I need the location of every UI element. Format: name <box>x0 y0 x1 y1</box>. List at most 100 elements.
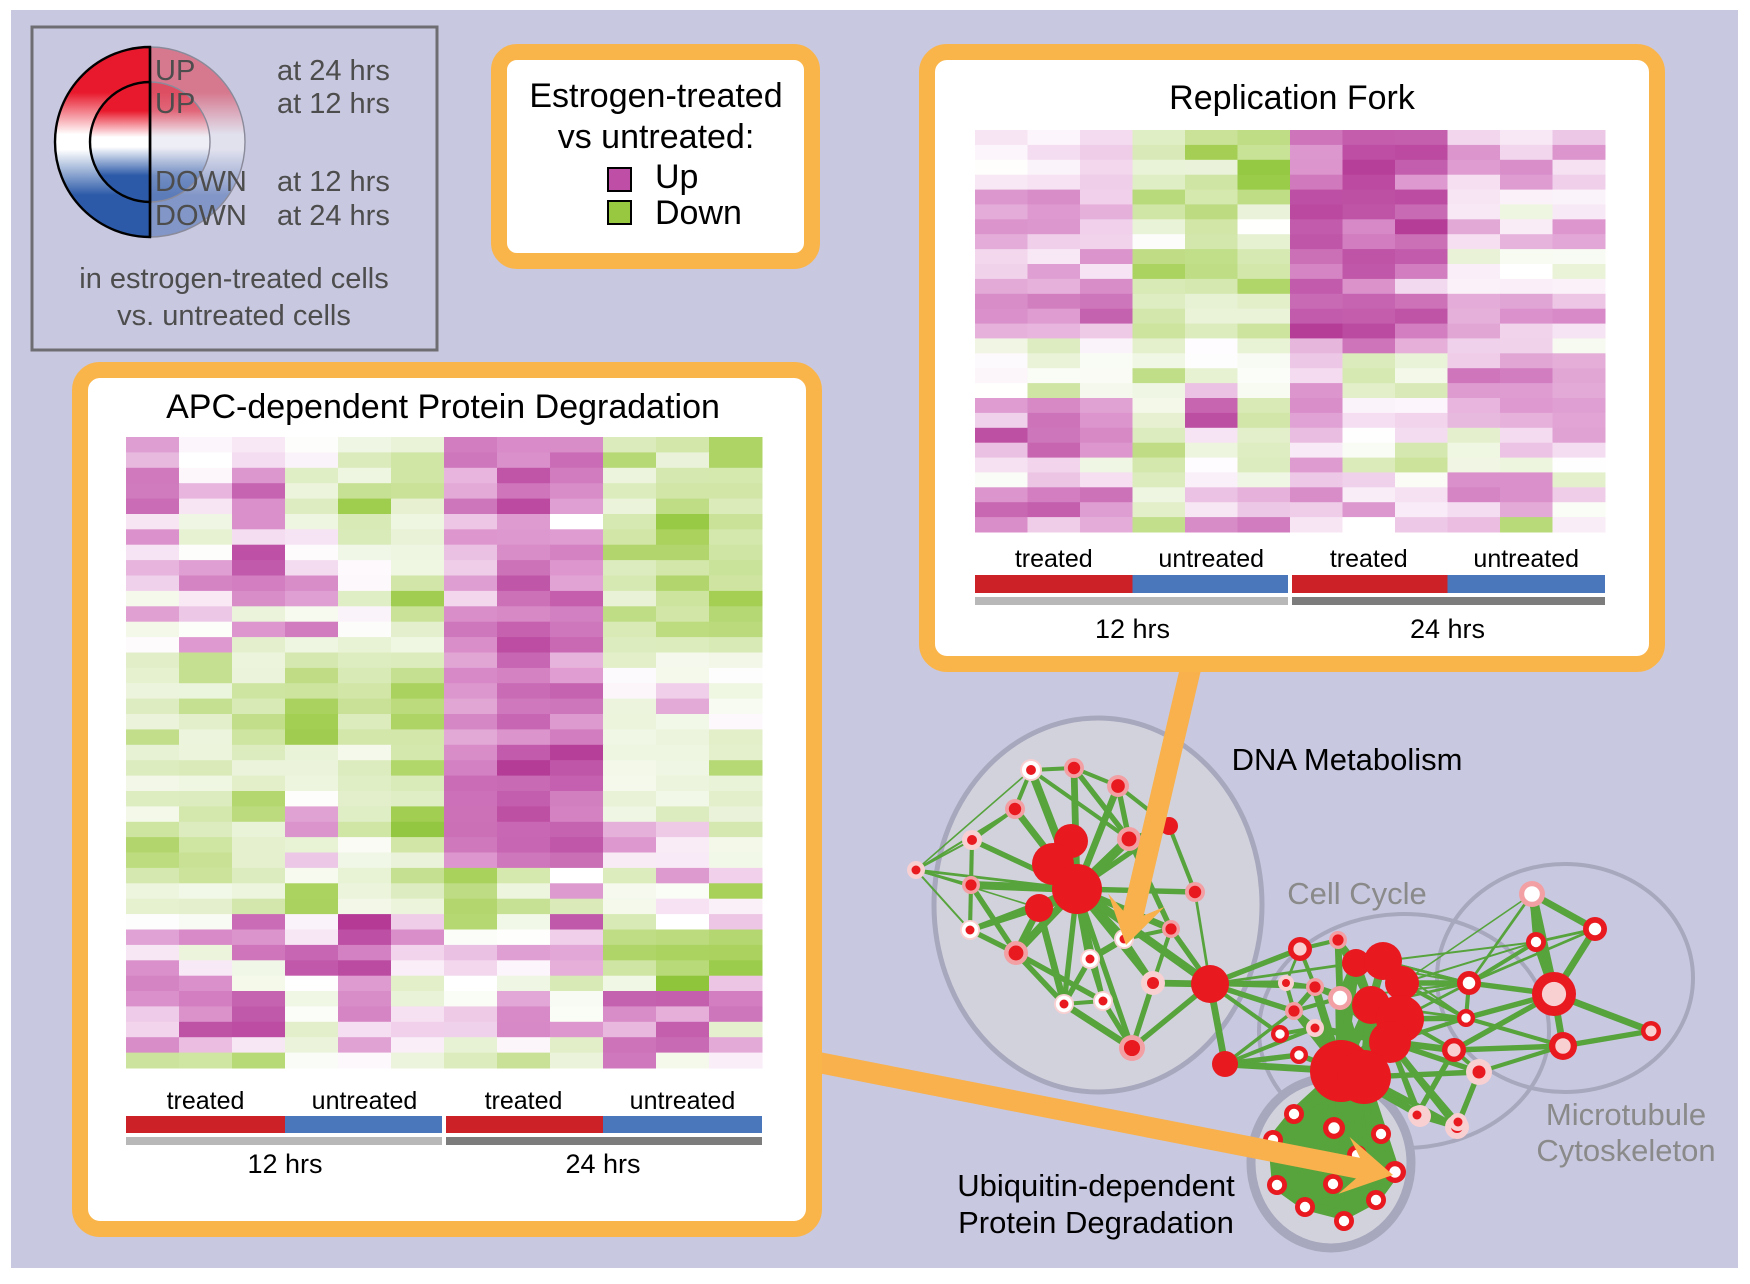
heatmap-cell <box>126 914 180 930</box>
heatmap-cell <box>1027 472 1081 488</box>
heatmap-cell <box>656 852 710 869</box>
heatmap-cell <box>550 760 604 777</box>
timebar-24hrs <box>446 1137 762 1145</box>
heatmap-cell <box>1500 278 1553 295</box>
updown-legend-box <box>30 25 439 352</box>
heatmap-cell <box>1080 412 1133 429</box>
condition-label: untreated <box>1158 545 1264 573</box>
node-core <box>1288 1005 1300 1017</box>
heatmap-cell <box>1132 249 1186 265</box>
heatmap-cell <box>1237 383 1291 399</box>
node-sp <box>1107 775 1129 797</box>
heatmap-cell <box>497 867 551 884</box>
edge <box>1382 941 1537 962</box>
heatmap-cell <box>1552 442 1606 459</box>
heatmap-cell <box>975 293 1028 310</box>
heatmap-cell <box>444 452 498 469</box>
heatmap-cell <box>1552 174 1606 191</box>
heatmap-cell <box>1027 427 1081 444</box>
heatmap-cell <box>1342 249 1396 265</box>
heatmap-cell <box>709 960 763 977</box>
heatmap-cell <box>603 683 657 700</box>
heatmap-cell <box>232 1037 286 1054</box>
heatmap-cell <box>1290 338 1343 354</box>
node-s <box>1342 949 1370 977</box>
heatmap-cell <box>1027 234 1081 250</box>
heatmap-cell <box>232 898 286 915</box>
updown-time: at 24 hrs <box>277 200 390 232</box>
heatmap-cell <box>1552 368 1606 384</box>
heatmap-cell <box>1027 368 1081 384</box>
heatmap-cell <box>444 698 498 715</box>
heatmap-cell <box>391 544 445 561</box>
heatmap-cell <box>1500 353 1553 369</box>
heatmap-cell <box>1447 427 1501 444</box>
heatmap-cell <box>338 944 392 961</box>
heatmap-cell <box>497 837 551 853</box>
heatmap-cell <box>1552 338 1606 354</box>
heatmap-cell <box>603 883 657 900</box>
heatmap-cell <box>1290 144 1343 161</box>
heatmap-cell <box>1395 204 1448 220</box>
heatmap-cell <box>656 467 710 484</box>
heatmap-cell <box>232 729 286 746</box>
heatmap-cell <box>1290 130 1343 146</box>
heatmap-cell <box>338 775 392 792</box>
heatmap-cell <box>391 590 445 607</box>
updown-label: DOWN <box>155 166 247 198</box>
heatmap-cell <box>656 867 710 884</box>
heatmap-cell <box>338 590 392 607</box>
heatmap-cell <box>1027 204 1081 220</box>
heatmap-cell <box>603 837 657 853</box>
heatmap-cell <box>232 560 286 576</box>
heatmap-cell <box>1500 487 1553 503</box>
edge <box>1223 1009 1296 1066</box>
edge <box>1029 768 1131 841</box>
heatmap-cell <box>285 775 339 792</box>
heatmap-cell <box>975 159 1028 176</box>
heatmap-cell <box>1080 368 1133 384</box>
heatmap-cell <box>232 483 286 500</box>
heatmap-cell <box>1185 234 1238 250</box>
heatmap-cell <box>1395 264 1448 280</box>
heatmap-cell <box>232 837 286 853</box>
heatmap-cell <box>603 1052 657 1069</box>
heatmap-cell <box>1447 130 1501 146</box>
node-core <box>1453 1117 1463 1127</box>
heatmap-cell <box>550 883 604 900</box>
heatmap-cell <box>497 744 551 761</box>
heatmap-cell <box>656 560 710 576</box>
heatmap-cell <box>1290 368 1343 384</box>
heatmap-cell <box>1342 457 1396 473</box>
heatmap-cell <box>232 1052 286 1069</box>
heatmap-cell <box>1185 457 1238 473</box>
heatmap-cell <box>1027 144 1081 161</box>
heatmap-cell <box>1132 487 1186 503</box>
heatmap-cell <box>1552 412 1606 429</box>
arrow-to-ubiquitin-shaft <box>813 1051 1369 1181</box>
heatmap-cell <box>1237 323 1291 339</box>
panel-apc-title: APC-dependent Protein Degradation <box>166 388 720 426</box>
heatmap-cell <box>1552 383 1606 399</box>
heatmap-cell <box>1342 442 1396 459</box>
heatmap-cell <box>1027 457 1081 473</box>
heatmap-cell <box>550 514 604 530</box>
heatmap-cell <box>1447 204 1501 220</box>
heatmap-cell <box>391 483 445 500</box>
heatmap-cell <box>975 472 1028 488</box>
heatmap-cell <box>1342 308 1396 325</box>
heatmap-cell <box>656 960 710 977</box>
heatmap-cell <box>1185 130 1238 146</box>
heatmap-cell <box>975 308 1028 325</box>
heatmap-cell <box>709 1006 763 1023</box>
heatmap-cell <box>126 791 180 807</box>
heatmap-cell <box>444 898 498 915</box>
heatmap-cell <box>497 529 551 546</box>
node-core <box>1524 886 1540 902</box>
heatmap-cell <box>497 944 551 961</box>
node-rw <box>1271 1025 1289 1043</box>
heatmap-cell <box>1342 338 1396 354</box>
node-core <box>1328 1122 1340 1134</box>
heatmap-cell <box>656 944 710 961</box>
heatmap-cell <box>126 467 180 484</box>
